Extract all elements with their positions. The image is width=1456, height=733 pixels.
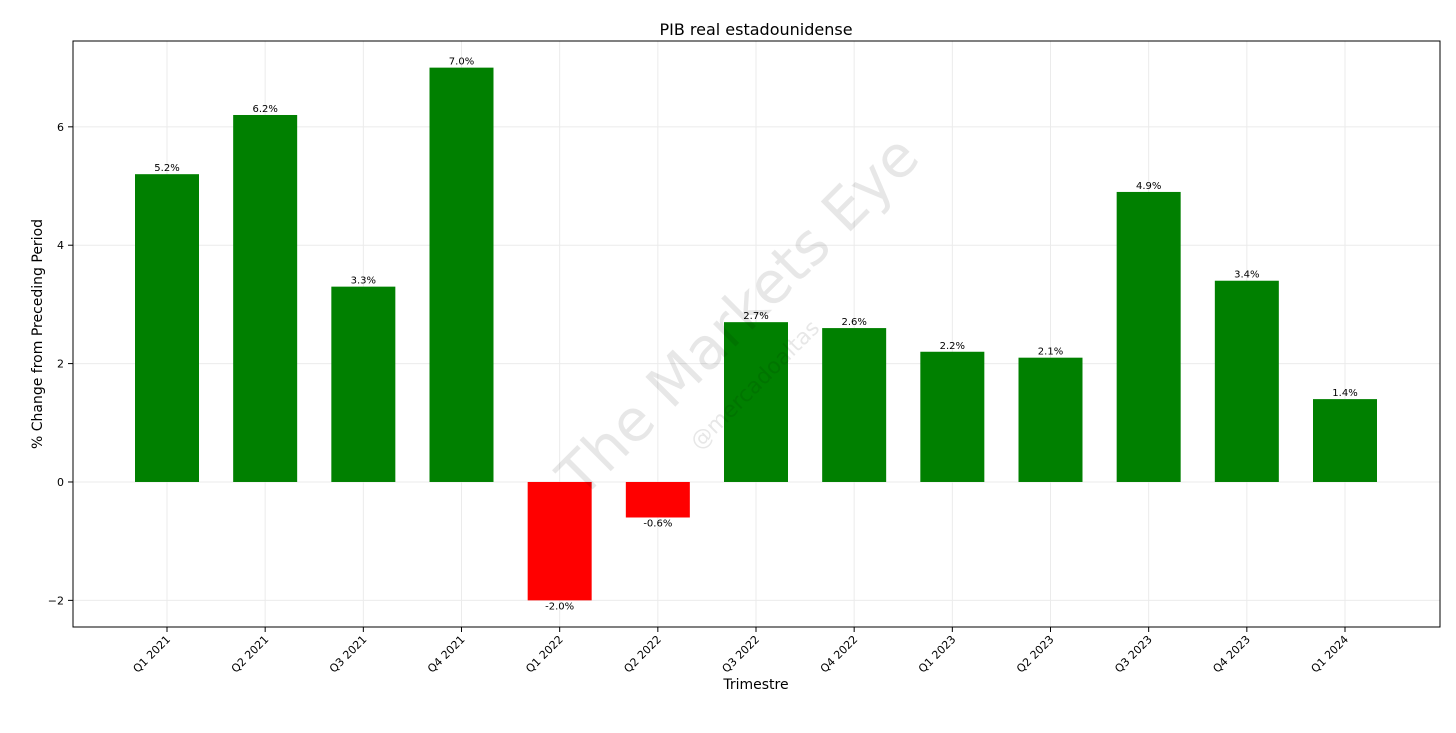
y-axis: −2 0 2 4 6	[48, 121, 73, 607]
data-label: 3.3%	[351, 276, 376, 287]
data-label: 3.4%	[1234, 270, 1259, 281]
x-tick-label: Q4 2021	[425, 633, 468, 676]
data-label: 4.9%	[1136, 181, 1161, 192]
x-tick-label: Q2 2023	[1014, 633, 1057, 676]
y-tick-label: 2	[57, 358, 64, 371]
x-tick-label: Q1 2022	[523, 633, 566, 676]
x-tick-label: Q1 2023	[916, 633, 959, 676]
bar	[1214, 280, 1279, 482]
x-tick-label: Q3 2022	[720, 633, 763, 676]
data-label: 2.1%	[1038, 347, 1063, 358]
bar	[135, 174, 199, 482]
data-labels: 5.2% 6.2% 3.3% 7.0% -2.0% -0.6% 2.7% 2.6% 2.2% 2.…	[154, 57, 1357, 613]
x-axis-label: Trimestre	[722, 677, 788, 693]
y-tick-label: 0	[57, 476, 64, 489]
y-axis-label: % Change from Preceding Period	[30, 219, 46, 449]
data-label: -2.0%	[545, 601, 574, 612]
data-label: -0.6%	[643, 518, 672, 529]
bar	[920, 351, 985, 482]
x-axis: Q1 2021 Q2 2021 Q3 2021 Q4 2021 Q1 2022 Q2 20…	[131, 627, 1352, 676]
bar	[1018, 357, 1083, 482]
bar	[724, 322, 788, 482]
data-label: 6.2%	[252, 104, 277, 115]
x-tick-label: Q4 2023	[1210, 633, 1253, 676]
x-tick-label: Q3 2021	[327, 633, 370, 676]
bar	[822, 328, 887, 482]
x-tick-label: Q1 2021	[131, 633, 174, 676]
bar	[1313, 399, 1377, 482]
y-tick-label: 6	[57, 121, 64, 134]
data-label: 2.2%	[940, 341, 965, 352]
bar	[527, 481, 592, 601]
chart-title: PIB real estadounidense	[659, 20, 852, 39]
bar	[625, 481, 690, 518]
bar	[1116, 191, 1181, 482]
x-tick-label: Q2 2021	[229, 633, 272, 676]
data-label: 2.6%	[841, 317, 866, 328]
x-tick-label: Q1 2024	[1309, 633, 1352, 676]
x-tick-label: Q4 2022	[818, 633, 861, 676]
data-label: 7.0%	[449, 57, 474, 68]
bar	[233, 114, 298, 482]
data-label: 1.4%	[1332, 388, 1357, 399]
data-label: 5.2%	[154, 163, 179, 174]
data-label: 2.7%	[743, 311, 768, 322]
bars	[135, 67, 1377, 601]
x-tick-label: Q2 2022	[621, 633, 664, 676]
bar	[331, 286, 396, 482]
bar	[429, 67, 494, 482]
y-tick-label: 4	[57, 239, 64, 252]
x-tick-label: Q3 2023	[1112, 633, 1155, 676]
y-tick-label: −2	[48, 594, 64, 607]
